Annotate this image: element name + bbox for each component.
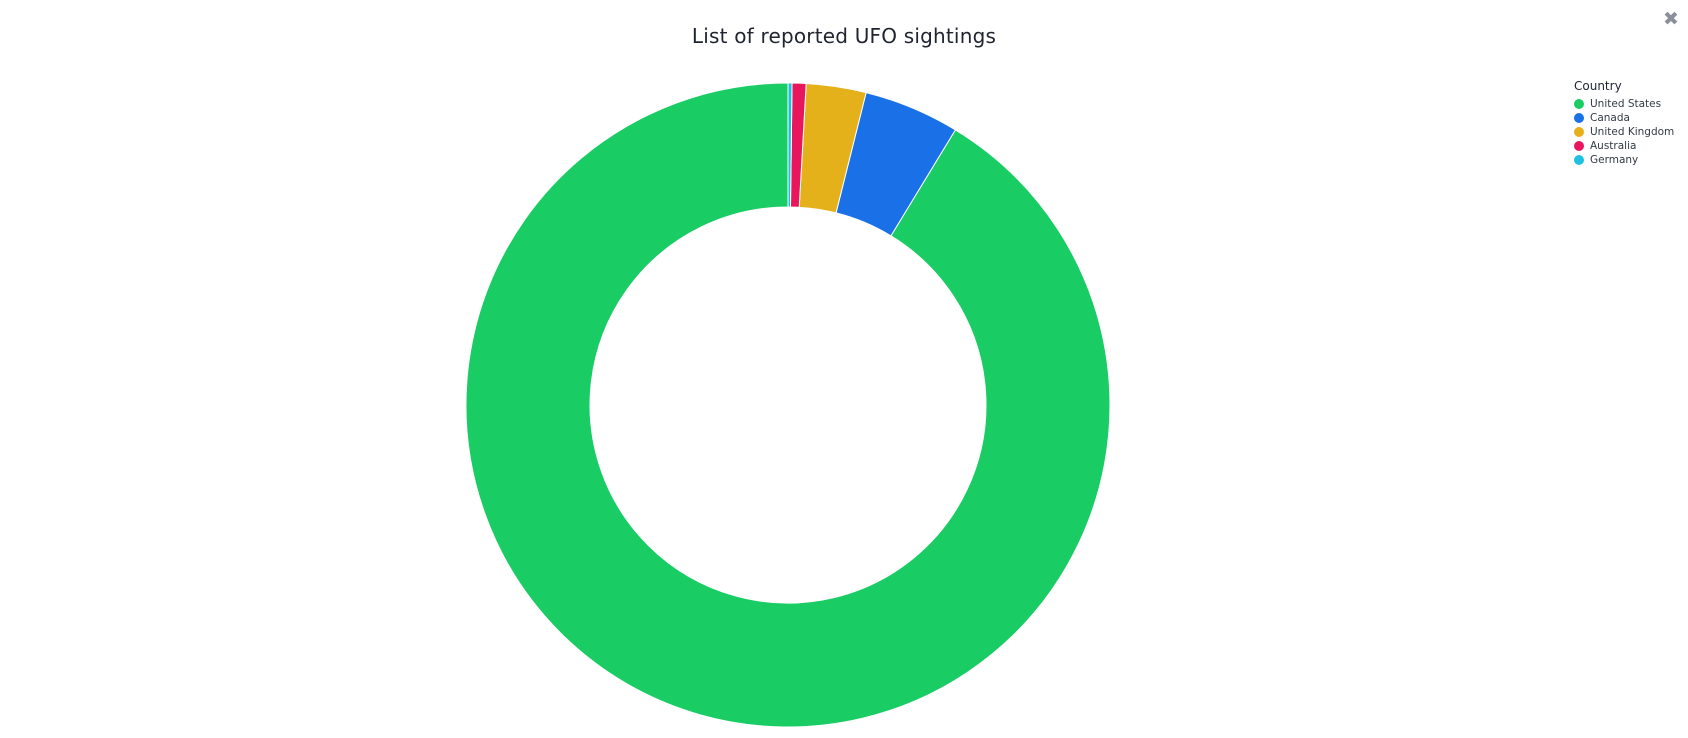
legend-label: United States	[1590, 98, 1662, 110]
legend-title: Country	[1574, 79, 1622, 93]
legend-label: United Kingdom	[1590, 126, 1675, 138]
legend-label: Australia	[1590, 140, 1637, 152]
chart-title: List of reported UFO sightings	[691, 24, 997, 48]
legend-item-canada[interactable]: Canada	[1574, 111, 1684, 125]
legend-swatch	[1574, 113, 1584, 123]
legend-items: United States Canada United Kingdom Austral…	[1574, 97, 1684, 167]
close-button[interactable]: ✖	[1660, 8, 1682, 30]
legend-swatch	[1574, 127, 1584, 137]
legend-swatch	[1574, 155, 1584, 165]
legend-label: Canada	[1590, 112, 1630, 124]
legend-swatch	[1574, 141, 1584, 151]
legend-swatch	[1574, 99, 1584, 109]
legend: Country United States Canada United Kingdo…	[1574, 79, 1684, 167]
legend-item-united-kingdom[interactable]: United Kingdom	[1574, 125, 1684, 139]
pie-slice-united-states[interactable]	[465, 82, 1111, 728]
close-icon: ✖	[1663, 7, 1679, 30]
legend-item-australia[interactable]: Australia	[1574, 139, 1684, 153]
pie-slice-germany[interactable]	[787, 82, 793, 208]
legend-item-germany[interactable]: Germany	[1574, 153, 1684, 167]
legend-label: Germany	[1590, 154, 1639, 166]
legend-item-united-states[interactable]: United States	[1574, 97, 1684, 111]
